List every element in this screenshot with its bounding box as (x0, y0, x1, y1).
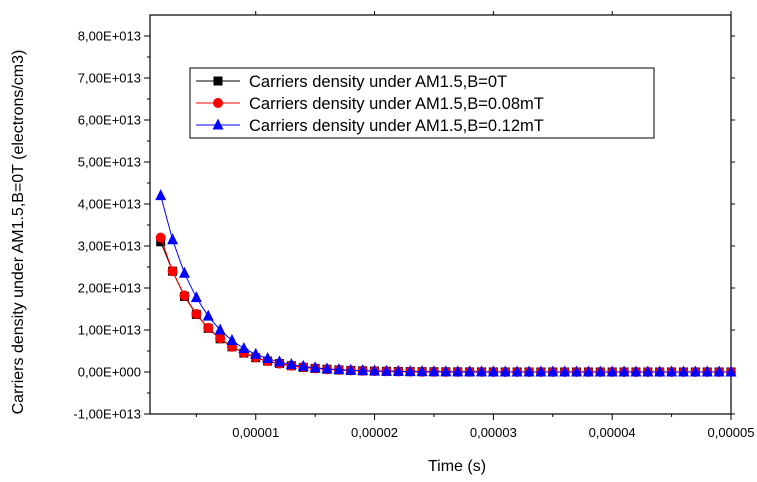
legend: Carriers density under AM1.5,B=0T Carrier… (189, 67, 655, 139)
data-point (321, 362, 333, 374)
x-tick-label: 0,00001 (232, 425, 279, 440)
data-point (582, 365, 594, 377)
data-point (523, 365, 535, 377)
data-point (464, 365, 476, 377)
data-point (428, 365, 440, 377)
y-tick-label: -1,00E+013 (73, 407, 141, 422)
data-point (499, 365, 511, 377)
data-point (333, 363, 345, 375)
legend-item: Carriers density under AM1.5,B=0.08mT (196, 95, 544, 113)
data-point (214, 323, 226, 335)
y-tick-label: 5,00E+013 (78, 155, 141, 170)
legend-label: Carriers density under AM1.5,B=0.08mT (249, 95, 544, 113)
data-point (202, 309, 214, 321)
data-point (155, 232, 166, 243)
y-tick-label: 0,00E+000 (78, 365, 141, 380)
data-point (285, 357, 297, 369)
legend-label: Carriers density under AM1.5,B=0.12mT (249, 117, 544, 135)
y-tick-label: 4,00E+013 (78, 197, 141, 212)
legend-marker (213, 76, 223, 86)
data-point (190, 291, 202, 303)
data-point (571, 365, 583, 377)
y-tick-label: 1,00E+013 (78, 323, 141, 338)
legend-label: Carriers density under AM1.5,B=0T (249, 73, 507, 91)
data-point (274, 355, 286, 367)
data-point (238, 341, 250, 353)
data-point (369, 364, 381, 376)
data-point (547, 365, 559, 377)
data-point (380, 364, 392, 376)
series-3 (155, 189, 737, 377)
data-point (677, 365, 689, 377)
x-tick-label: 0,00005 (708, 425, 755, 440)
x-tick-label: 0,00004 (589, 425, 636, 440)
data-point (357, 364, 369, 376)
y-tick-label: 6,00E+013 (78, 113, 141, 128)
data-point (618, 365, 630, 377)
legend-marker (212, 118, 224, 130)
data-point (203, 322, 214, 333)
y-tick-label: 7,00E+013 (78, 71, 141, 86)
data-point (535, 365, 547, 377)
data-point (167, 233, 179, 245)
y-tick-label: 8,00E+013 (78, 29, 141, 44)
axes: -1,00E+013 0,00E+000 1,00E+013 2,00E+013 3,0… (73, 11, 755, 440)
data-point (404, 365, 416, 377)
data-point (179, 290, 190, 301)
data-point (416, 365, 428, 377)
data-point (666, 365, 678, 377)
x-tick-label: 0,00002 (351, 425, 398, 440)
data-point (689, 365, 701, 377)
data-point (487, 365, 499, 377)
data-point (167, 266, 178, 277)
data-point (701, 365, 713, 377)
x-tick-label: 0,00003 (470, 425, 517, 440)
data-point (178, 266, 190, 278)
data-point (250, 347, 262, 359)
legend-item: Carriers density under AM1.5,B=0T (196, 73, 507, 91)
data-point (440, 365, 452, 377)
data-point (452, 365, 464, 377)
data-point (606, 365, 618, 377)
data-point (594, 365, 606, 377)
y-tick-label: 2,00E+013 (78, 281, 141, 296)
data-point (297, 359, 309, 371)
data-point (511, 365, 523, 377)
data-point (215, 333, 226, 344)
data-point (654, 365, 666, 377)
data-point (309, 361, 321, 373)
data-point (713, 365, 725, 377)
legend-marker (213, 98, 223, 108)
data-point (262, 352, 274, 364)
series-layer (155, 189, 737, 377)
data-point (226, 334, 238, 345)
data-point (155, 189, 167, 201)
legend-box (189, 67, 655, 139)
data-point (725, 365, 737, 377)
legend-item: Carriers density under AM1.5,B=0.12mT (196, 117, 544, 135)
data-point (345, 363, 357, 375)
data-point (392, 364, 404, 376)
data-point (642, 365, 654, 377)
data-point (475, 365, 487, 377)
y-tick-label: 3,00E+013 (78, 239, 141, 254)
plot-frame (149, 14, 732, 415)
data-point (559, 365, 571, 377)
data-point (191, 309, 202, 320)
y-axis-label: Carriers density under AM1.5,B=0T (elect… (10, 50, 27, 415)
data-point (630, 365, 642, 377)
x-axis-label: Time (s) (428, 458, 486, 475)
